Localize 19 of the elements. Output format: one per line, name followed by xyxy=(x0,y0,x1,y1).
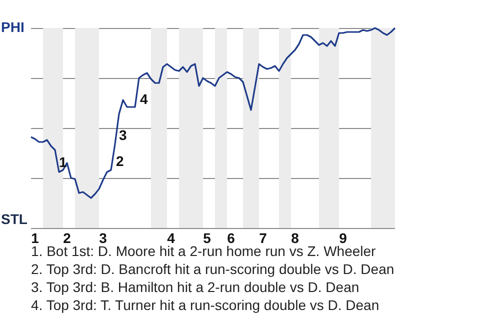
annotation: 4 xyxy=(140,91,148,107)
x-tick-label: 3 xyxy=(99,230,108,246)
text: STL xyxy=(1,211,28,227)
x-tick-label: 5 xyxy=(203,230,212,246)
x-tick-label: 7 xyxy=(259,230,268,246)
x-tick-label: 6 xyxy=(227,230,236,246)
annotation: 1 xyxy=(59,154,67,170)
x-tick-label: 9 xyxy=(339,230,348,246)
text: PHI xyxy=(1,19,24,35)
text: 2. Top 3rd: D. Bancroft hit a run-scoring double vs D. Dean xyxy=(31,261,394,277)
annotation: 2 xyxy=(116,153,124,169)
x-tick-label: 2 xyxy=(63,230,72,246)
x-tick-label: 4 xyxy=(167,230,176,246)
text: 1. Bot 1st: D. Moore hit a 2-run home run vs Z. Wheeler xyxy=(31,243,376,259)
x-tick-label: 8 xyxy=(291,230,300,246)
text: 3. Top 3rd: B. Hamilton hit a 2-run double vs D. Dean xyxy=(31,279,360,295)
annotation: 3 xyxy=(119,127,127,143)
x-tick-label: 1 xyxy=(31,230,40,246)
text: 4. Top 3rd: T. Turner hit a run-scoring double vs D. Dean xyxy=(31,297,380,313)
